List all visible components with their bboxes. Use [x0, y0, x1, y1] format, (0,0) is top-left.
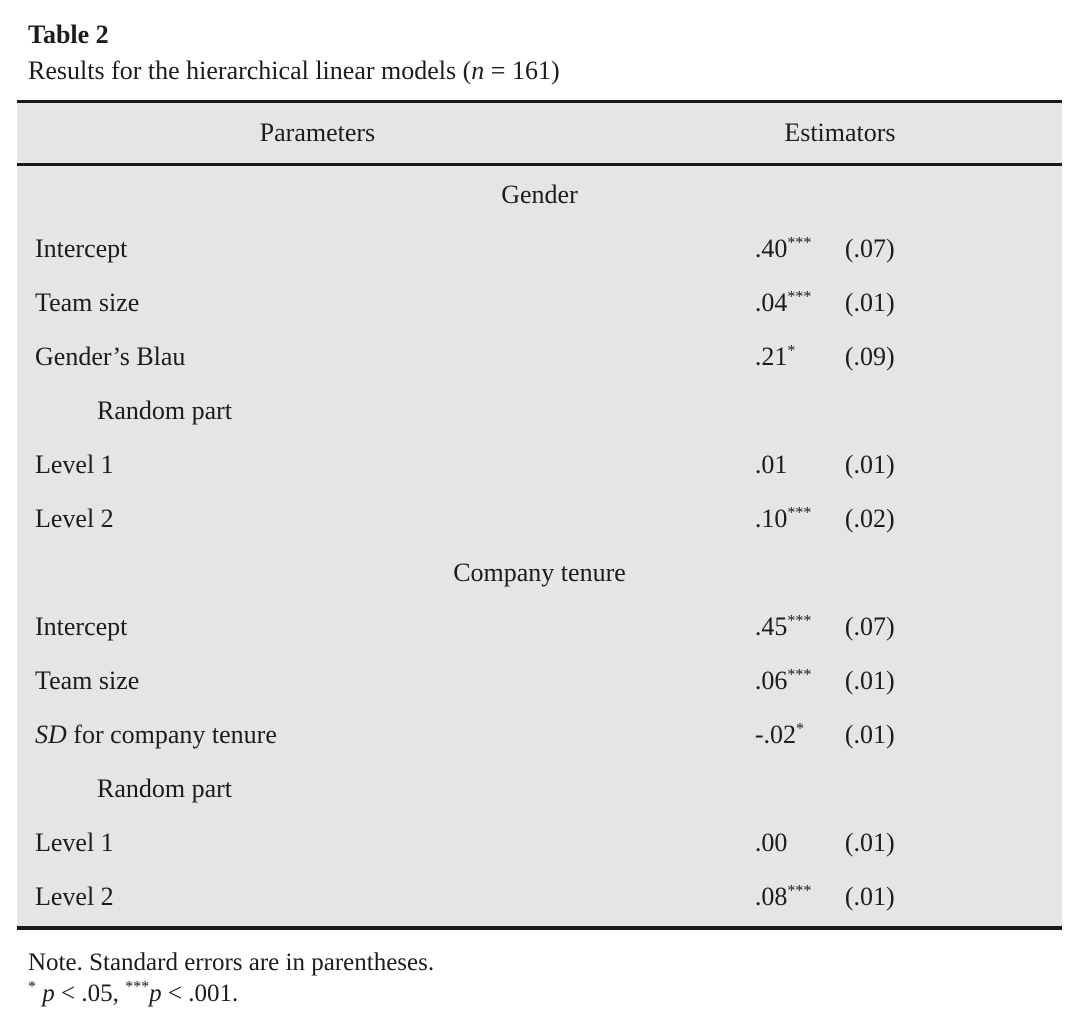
note-line: Note. Standard errors are in parentheses…: [28, 949, 435, 976]
column-header-estimators: Estimators: [784, 118, 896, 147]
estimate-value: .45***: [754, 612, 812, 641]
paper-page: Table 2 Results for the hierarchical lin…: [17, 20, 1062, 1009]
table-row: Level 1 .01 (.01): [17, 438, 1062, 492]
estimator-cell: .00 (.01): [618, 828, 1062, 858]
subheader-row: Random part: [17, 762, 1062, 816]
section-header-label: Company tenure: [453, 558, 626, 587]
standard-error: (.09): [844, 342, 895, 371]
estimator-cell: .08*** (.01): [618, 882, 1062, 912]
results-table: Parameters Estimators Gender Intercept .40…: [17, 100, 1062, 930]
estimate-value: .10***: [754, 504, 812, 533]
row-label: Team size: [35, 666, 140, 695]
column-header-parameters: Parameters: [259, 118, 376, 147]
significance-stars: ***: [787, 612, 812, 630]
table-row: Intercept .40*** (.07): [17, 222, 1062, 276]
table-row: Level 1 .00 (.01): [17, 816, 1062, 870]
table-row: Level 2 .08*** (.01): [17, 870, 1062, 924]
row-label: Random part: [97, 774, 233, 803]
table-row: Gender’s Blau .21* (.09): [17, 330, 1062, 384]
significance-stars: ***: [787, 882, 812, 900]
estimator-cell: -.02* (.01): [618, 720, 1062, 750]
estimate-value: .01: [754, 450, 788, 479]
row-label: Team size: [35, 288, 140, 317]
table-row: SD for company tenure -.02* (.01): [17, 708, 1062, 762]
significance-stars: ***: [787, 666, 812, 684]
row-label: Level 2: [35, 504, 114, 533]
section-header-label: Gender: [501, 180, 578, 209]
table-caption: Results for the hierarchical linear mode…: [28, 56, 560, 85]
row-label: Gender’s Blau: [35, 342, 186, 371]
table-row: Team size .06*** (.01): [17, 654, 1062, 708]
row-label: Intercept: [35, 612, 128, 641]
estimate-value: .00: [754, 828, 788, 857]
subheader-row: Random part: [17, 384, 1062, 438]
table-notes: Note. Standard errors are in parentheses…: [28, 947, 1062, 1009]
table-row: Level 2 .10*** (.02): [17, 492, 1062, 546]
row-label: Random part: [97, 396, 233, 425]
estimator-cell: .10*** (.02): [618, 504, 1062, 534]
standard-error: (.01): [844, 828, 895, 857]
table-body: Gender Intercept .40*** (.07) Team size .04**…: [17, 166, 1062, 926]
table-row: Intercept .45*** (.07): [17, 600, 1062, 654]
row-label: Level 1: [35, 828, 114, 857]
estimator-cell: .45*** (.07): [618, 612, 1062, 642]
significance-stars: ***: [787, 234, 812, 252]
estimate-value: .08***: [754, 882, 812, 911]
estimator-cell: .06*** (.01): [618, 666, 1062, 696]
table-row: Team size .04*** (.01): [17, 276, 1062, 330]
estimate-value: .06***: [754, 666, 812, 695]
estimate-value: .40***: [754, 234, 812, 263]
row-label: Level 1: [35, 450, 114, 479]
standard-error: (.02): [844, 504, 895, 533]
standard-error: (.01): [844, 882, 895, 911]
section-header: Company tenure: [17, 546, 1062, 600]
section-header: Gender: [17, 168, 1062, 222]
significance-stars: *: [796, 720, 805, 738]
standard-error: (.01): [844, 288, 895, 317]
estimator-cell: .01 (.01): [618, 450, 1062, 480]
row-label: Level 2: [35, 882, 114, 911]
significance-stars: ***: [787, 504, 812, 522]
estimator-cell: .04*** (.01): [618, 288, 1062, 318]
estimator-cell: .21* (.09): [618, 342, 1062, 372]
standard-error: (.01): [844, 720, 895, 749]
table-header-row: Parameters Estimators: [17, 103, 1062, 166]
standard-error: (.07): [844, 612, 895, 641]
standard-error: (.01): [844, 666, 895, 695]
table-title: Table 2: [28, 20, 109, 49]
standard-error: (.07): [844, 234, 895, 263]
significance-note: * p < .05, ***p < .001.: [28, 978, 239, 1007]
estimate-value: .04***: [754, 288, 812, 317]
significance-stars: ***: [787, 288, 812, 306]
estimate-value: -.02*: [754, 720, 805, 749]
standard-error: (.01): [844, 450, 895, 479]
row-label: SD for company tenure: [35, 720, 277, 749]
estimate-value: .21*: [754, 342, 796, 371]
significance-stars: *: [787, 342, 796, 360]
estimator-cell: .40*** (.07): [618, 234, 1062, 264]
row-label: Intercept: [35, 234, 128, 263]
